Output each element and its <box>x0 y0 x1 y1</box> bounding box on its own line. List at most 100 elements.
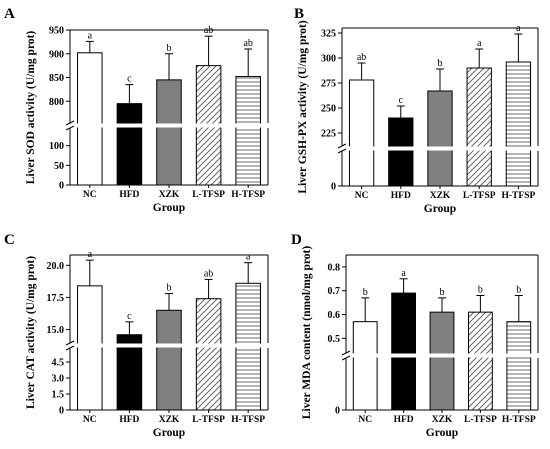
x-axis-title: Group <box>153 427 185 439</box>
y-tick-label: 0 <box>331 182 336 193</box>
panel-D: b NC a HFD b XZK b L-TFSP b H-TFSP 0.5 0.6 0.7 0.8 0 Gr… <box>291 232 539 439</box>
y-axis-title: Liver MDA content (nmol/mg prot) <box>301 246 313 420</box>
sig-letter-h-tfsp: a <box>246 252 251 263</box>
panel-letter: A <box>4 6 15 22</box>
panel-letter: D <box>291 232 302 248</box>
bar-xzk <box>156 309 182 411</box>
y-tick-label: 325 <box>321 29 336 40</box>
sig-letter-xzk: b <box>167 283 172 294</box>
category-label: XZK <box>159 415 180 425</box>
sig-letter-xzk: b <box>440 287 445 298</box>
bar-xzk <box>427 90 453 187</box>
y-tick-label: 800 <box>49 97 64 108</box>
bar-h-tfsp <box>235 76 261 186</box>
error-bar-l-tfsp <box>204 35 213 66</box>
category-label: L-TFSP <box>192 190 225 200</box>
bar-xzk <box>429 311 455 411</box>
sig-letter-hfd: c <box>399 95 404 106</box>
y-tick-label: 0.6 <box>328 310 341 321</box>
error-bar-l-tfsp <box>204 278 213 299</box>
error-bar-l-tfsp <box>475 48 484 68</box>
y-tick-label: 850 <box>49 73 64 84</box>
error-bar-nc <box>357 62 366 80</box>
panel-B: abNCcHFDbXZKaL-TFSPaH-TFSP22525027530032… <box>294 6 539 215</box>
y-tick-label: 0 <box>59 406 64 417</box>
plot-frame <box>345 254 539 411</box>
y-tick-label: 225 <box>321 129 336 140</box>
y-tick-label: 0 <box>335 406 340 417</box>
y-tick-label: 20.0 <box>47 261 65 272</box>
axis-break-band <box>347 353 537 358</box>
bar-nc <box>77 52 103 186</box>
axis-break-marks <box>65 120 75 131</box>
bar-h-tfsp <box>506 321 532 411</box>
category-label: NC <box>83 190 97 200</box>
error-bar-xzk <box>165 53 173 80</box>
panel-C: aNCcHFDbXZKabL-TFSPaH-TFSP15.017.520.001… <box>4 232 269 439</box>
category-label: H-TFSP <box>231 415 265 425</box>
x-axis-title: Group <box>153 202 185 214</box>
y-tick-label: 300 <box>321 54 336 65</box>
error-bar-nc <box>361 297 370 322</box>
sig-letter-nc: ab <box>357 52 366 63</box>
error-bar-hfd <box>396 105 405 118</box>
sig-letter-nc: a <box>88 30 93 41</box>
category-label: H-TFSP <box>502 415 536 425</box>
sig-letter-hfd: a <box>401 268 406 279</box>
y-tick-label: 100 <box>49 141 64 152</box>
error-bar-hfd <box>125 321 134 335</box>
y-tick-label: 250 <box>321 104 336 115</box>
error-bar-nc <box>85 259 94 286</box>
category-label: L-TFSP <box>463 191 496 201</box>
x-axis-title: Group <box>424 203 456 215</box>
sig-letter-hfd: c <box>127 74 132 85</box>
panel-letter: B <box>294 6 304 22</box>
y-tick-label: 0.7 <box>328 286 341 297</box>
axis-break-band <box>343 146 537 151</box>
category-label: NC <box>355 191 369 201</box>
bar-xzk <box>156 79 182 186</box>
axis-break-marks <box>341 350 351 361</box>
category-label: XZK <box>159 190 180 200</box>
bar-l-tfsp <box>195 298 222 411</box>
sig-letter-l-tfsp: ab <box>204 25 213 36</box>
y-axis-title: Liver GSH-PX activity (U/mg prot) <box>297 20 309 193</box>
error-bar-xzk <box>436 68 444 91</box>
error-bar-l-tfsp <box>476 294 485 313</box>
bar-nc <box>77 285 103 411</box>
bar-hfd <box>391 292 417 411</box>
y-tick-label: 50 <box>54 161 64 172</box>
y-axis-title: Liver SOD activity (U/mg prot) <box>25 31 37 185</box>
category-label: HFD <box>391 191 411 201</box>
sig-letter-hfd: c <box>127 311 132 322</box>
sig-letter-h-tfsp: ab <box>243 38 252 49</box>
error-bar-hfd <box>399 278 408 294</box>
sig-letter-h-tfsp: b <box>516 284 521 295</box>
category-label: H-TFSP <box>502 191 536 201</box>
y-tick-label: 17.5 <box>47 293 65 304</box>
category-label: L-TFSP <box>192 415 225 425</box>
category-label: H-TFSP <box>231 190 265 200</box>
error-bar-h-tfsp <box>514 294 523 322</box>
error-bar-h-tfsp <box>244 48 253 77</box>
category-label: HFD <box>119 190 139 200</box>
bar-hfd <box>388 117 414 187</box>
bar-l-tfsp <box>466 67 492 187</box>
y-tick-label: 0.5 <box>328 334 341 345</box>
plot-frame <box>341 27 539 187</box>
axis-break-band <box>71 343 267 348</box>
category-label: XZK <box>430 191 451 201</box>
sig-letter-xzk: b <box>167 43 172 54</box>
sig-letter-xzk: b <box>438 58 443 69</box>
y-tick-label: 275 <box>321 79 336 90</box>
y-axis-title: Liver CAT activity (U/mg prot) <box>25 256 37 409</box>
y-tick-label: 900 <box>49 49 64 60</box>
bar-nc <box>348 79 375 187</box>
error-bar-xzk <box>165 293 173 311</box>
category-label: HFD <box>394 415 414 425</box>
panel-letter: C <box>4 232 15 248</box>
y-tick-label: 1.5 <box>52 390 65 401</box>
error-bar-hfd <box>125 84 134 104</box>
category-label: NC <box>83 415 97 425</box>
